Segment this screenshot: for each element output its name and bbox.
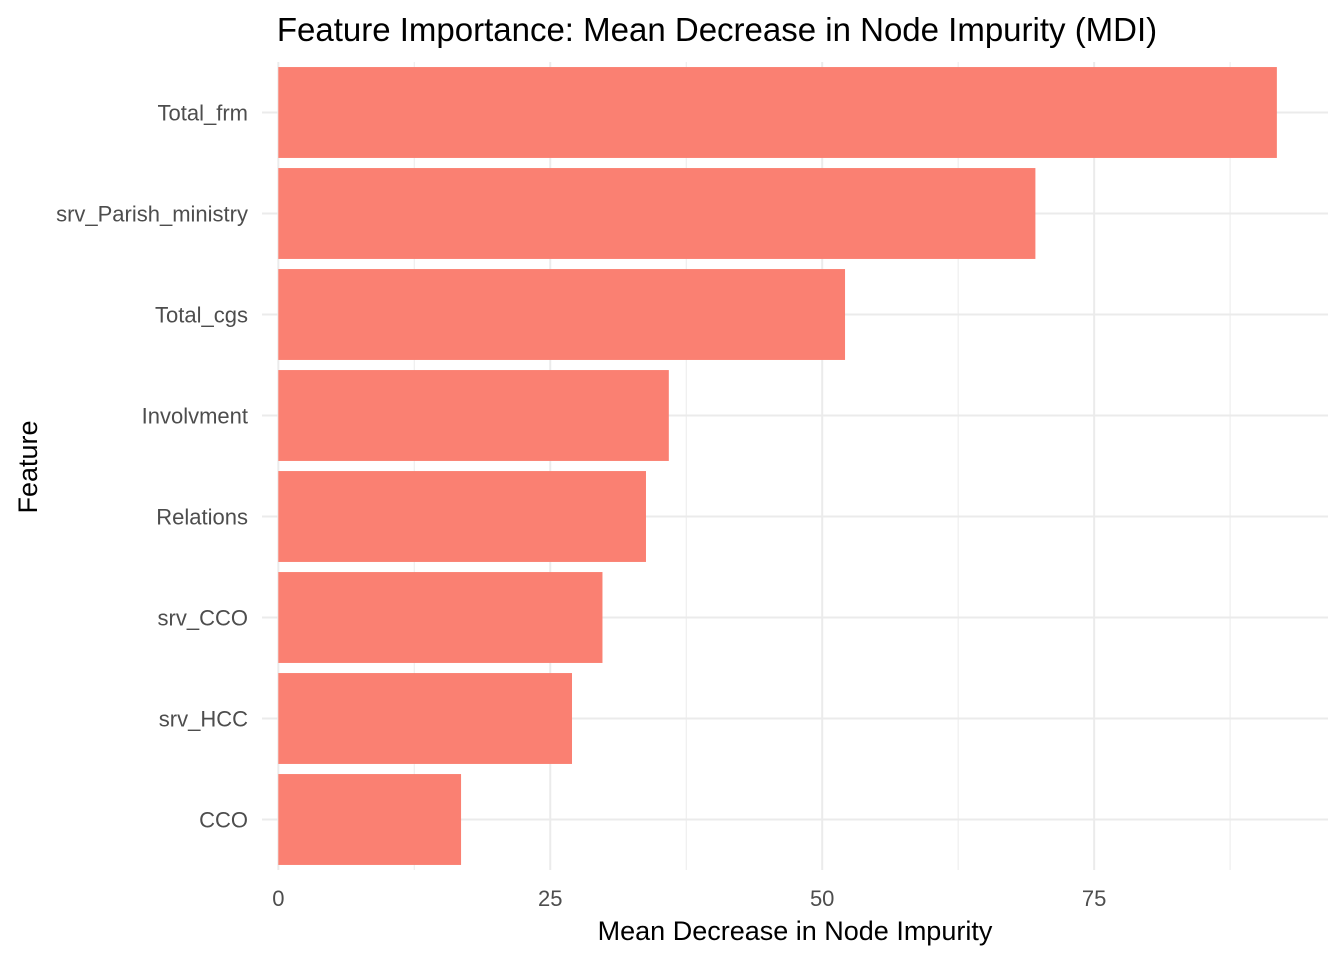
y-tick-label: Total_cgs	[155, 303, 248, 328]
y-tick-labels: Total_frm srv_Parish_ministry Total_cgs Inv…	[56, 101, 248, 833]
bar-total-cgs	[278, 269, 846, 360]
x-tick-label: 50	[810, 886, 834, 911]
bar-srv-hcc	[278, 673, 573, 764]
x-tick-label: 0	[272, 886, 284, 911]
bar-total-frm	[278, 67, 1277, 158]
x-axis-title: Mean Decrease in Node Impurity	[598, 916, 993, 946]
bar-srv-parish-ministry	[278, 168, 1036, 259]
x-tick-label: 25	[538, 886, 562, 911]
y-tick-label: srv_HCC	[159, 707, 248, 732]
x-tick-labels: 0 25 50 75	[272, 886, 1106, 911]
y-tick-label: srv_Parish_ministry	[56, 202, 248, 227]
chart-title: Feature Importance: Mean Decrease in Nod…	[277, 11, 1157, 48]
y-tick-label: Relations	[156, 505, 248, 530]
bar-relations	[278, 471, 646, 562]
y-tick-label: Total_frm	[158, 101, 248, 126]
y-axis-title: Feature	[13, 420, 43, 513]
bars	[278, 67, 1277, 865]
y-tick-label: srv_CCO	[158, 606, 248, 631]
bar-cco	[278, 774, 462, 865]
bar-srv-cco	[278, 572, 603, 663]
bar-involvment	[278, 370, 669, 461]
x-tick-label: 75	[1082, 886, 1106, 911]
y-tick-label: CCO	[199, 808, 248, 833]
y-tick-label: Involvment	[142, 404, 248, 429]
